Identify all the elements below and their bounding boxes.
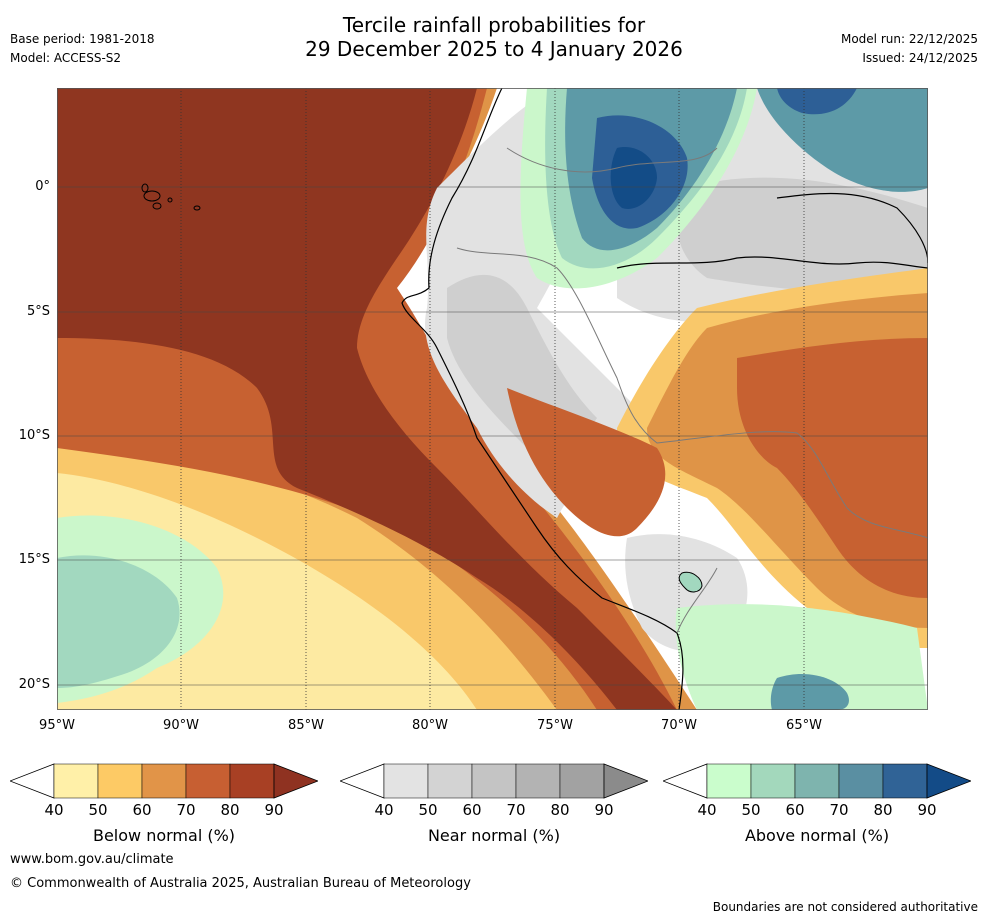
colorbar-near-swatches: [338, 763, 650, 799]
colorbar-above-tick: 50: [741, 801, 761, 819]
near-colorbar-swatch: [383, 763, 429, 799]
colorbar-above-tick: 70: [829, 801, 849, 819]
base-period: Base period: 1981-2018: [10, 32, 155, 46]
lon-label-75w: 75°W: [537, 718, 573, 733]
near-colorbar-swatch: [559, 763, 605, 799]
footer-copyright: © Commonwealth of Australia 2025, Austra…: [10, 876, 471, 891]
colorbar-near-tick: 90: [594, 801, 614, 819]
model-run: Model run: 22/12/2025: [840, 32, 978, 46]
colorbar-below-tick: 80: [220, 801, 240, 819]
model-name: Model: ACCESS-S2: [10, 51, 122, 65]
colorbar-near-tick: 50: [418, 801, 438, 819]
colorbar-near-tick: 60: [462, 801, 482, 819]
colorbar-near-tick: 40: [374, 801, 394, 819]
near-colorbar-swatch: [471, 763, 517, 799]
below-colorbar-extend-low: [8, 763, 55, 799]
colorbar-near-label: Near normal (%): [427, 826, 561, 845]
above-colorbar-extend-high: [926, 763, 973, 799]
region-above-dark-northeast: [777, 88, 857, 115]
footer-url: www.bom.gov.au/climate: [10, 852, 174, 867]
region-near-light-coast: [425, 88, 657, 518]
lon-label-95w: 95°W: [39, 718, 75, 733]
issued-date: Issued: 24/12/2025: [862, 51, 978, 65]
colorbar-below-tick: 90: [264, 801, 284, 819]
colorbar-below-label: Below normal (%): [92, 826, 236, 845]
north-coastline: [776, 192, 928, 264]
colorbar-above-tick: 60: [785, 801, 805, 819]
below-colorbar-swatch: [229, 763, 275, 799]
region-below-mid-east: [737, 338, 928, 598]
colorbar-above-label: Above normal (%): [744, 826, 890, 845]
region-below-mid-central: [507, 388, 666, 537]
rainfall-probability-map: [57, 88, 928, 710]
map-frame: [57, 88, 928, 710]
near-colorbar-extend-high: [603, 763, 650, 799]
below-colorbar-extend-high: [273, 763, 320, 799]
colorbar-below-swatches: [8, 763, 320, 799]
near-colorbar-swatch: [427, 763, 473, 799]
colorbar-below-tick: 60: [132, 801, 152, 819]
region-below-dark-west: [57, 88, 677, 710]
lon-label-65w: 65°W: [786, 718, 822, 733]
lon-label-70w: 70°W: [661, 718, 697, 733]
below-colorbar-swatch: [53, 763, 99, 799]
colorbar-above: 40 50 60 70 80 90 Above normal (%): [661, 762, 973, 857]
lat-label-15s: 15°S: [18, 552, 50, 567]
above-colorbar-swatch: [838, 763, 884, 799]
region-above-pale-southwest: [57, 555, 180, 688]
below-colorbar-swatch: [185, 763, 231, 799]
lon-label-80w: 80°W: [412, 718, 448, 733]
colorbar-above-tick: 40: [697, 801, 717, 819]
amazon-river: [616, 256, 928, 269]
near-colorbar-extend-low: [338, 763, 385, 799]
region-above-deep-north: [610, 147, 657, 209]
region-above-faint-southeast: [675, 604, 928, 710]
below-colorbar-swatch: [141, 763, 187, 799]
colorbar-below-tick: 70: [176, 801, 196, 819]
above-colorbar-swatch: [882, 763, 928, 799]
colorbar-below-tick: 40: [44, 801, 64, 819]
galapagos-islands: [141, 183, 201, 211]
coastline: [401, 88, 684, 710]
below-colorbar-swatch: [97, 763, 143, 799]
colorbar-above-tick: 90: [917, 801, 937, 819]
above-colorbar-extend-low: [661, 763, 708, 799]
lat-label-20s: 20°S: [18, 677, 50, 692]
lat-label-10s: 10°S: [18, 428, 50, 443]
title-line-1: Tercile rainfall probabilities for: [342, 13, 646, 37]
colorbar-above-swatches: [661, 763, 973, 799]
above-colorbar-swatch: [750, 763, 796, 799]
near-colorbar-swatch: [515, 763, 561, 799]
region-near-mid-north: [676, 177, 928, 293]
colorbar-near-tick: 70: [506, 801, 526, 819]
lat-label-5s: 5°S: [26, 304, 50, 319]
title-line-2: 29 December 2025 to 4 January 2026: [305, 37, 683, 61]
region-above-mid-southeast: [770, 673, 849, 710]
lon-label-85w: 85°W: [288, 718, 324, 733]
colorbar-below-tick: 50: [88, 801, 108, 819]
lake-titicaca: [678, 571, 703, 593]
colorbar-near-tick: 80: [550, 801, 570, 819]
country-borders: [456, 147, 928, 634]
lon-label-90w: 90°W: [163, 718, 199, 733]
lat-label-0: 0°: [35, 179, 50, 194]
region-above-mid-northeast: [757, 88, 928, 192]
above-colorbar-swatch: [794, 763, 840, 799]
footer-disclaimer: Boundaries are not considered authoritat…: [712, 900, 978, 914]
above-colorbar-swatch: [706, 763, 752, 799]
colorbar-above-tick: 80: [873, 801, 893, 819]
latitude-gridlines: [57, 186, 928, 686]
colorbar-below: 40 50 60 70 80 90 Below normal (%): [8, 762, 320, 857]
colorbar-near: 40 50 60 70 80 90 Near normal (%): [338, 762, 650, 857]
